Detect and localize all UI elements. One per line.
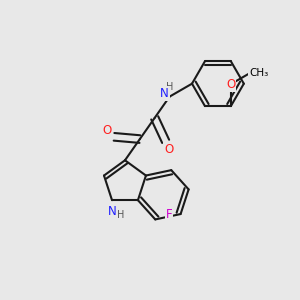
Text: N: N [160, 87, 169, 100]
Text: H: H [117, 211, 124, 220]
Text: O: O [226, 78, 236, 91]
Text: O: O [164, 143, 173, 156]
Text: N: N [108, 205, 116, 218]
Text: O: O [102, 124, 111, 137]
Text: F: F [166, 208, 172, 220]
Text: H: H [166, 82, 173, 92]
Text: CH₃: CH₃ [249, 68, 268, 78]
